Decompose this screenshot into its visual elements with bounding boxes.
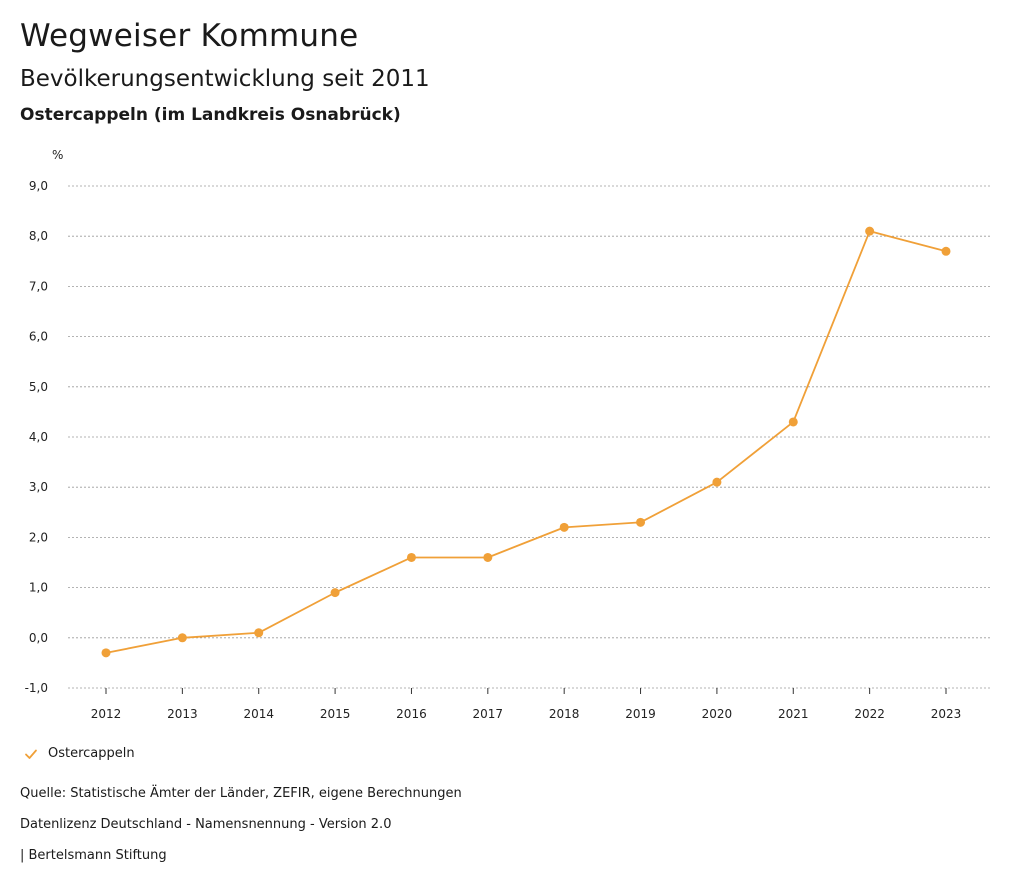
- data-point: [941, 246, 951, 256]
- data-point: [636, 517, 646, 527]
- x-tick-label: 2019: [625, 707, 656, 720]
- x-tick-label: 2012: [91, 707, 122, 720]
- y-tick-label: 0,0: [29, 631, 48, 645]
- data-point: [712, 477, 722, 487]
- y-tick-label: 3,0: [29, 480, 48, 494]
- data-point: [254, 628, 264, 638]
- publisher-note: | Bertelsmann Stiftung: [20, 848, 167, 863]
- data-point: [330, 588, 340, 598]
- page-title: Wegweiser Kommune: [20, 18, 359, 54]
- data-point: [177, 633, 187, 643]
- x-tick-label: 2020: [702, 707, 733, 720]
- source-note: Quelle: Statistische Ämter der Länder, Z…: [20, 786, 462, 801]
- y-tick-label: 4,0: [29, 430, 48, 444]
- y-tick-label: 1,0: [29, 581, 48, 595]
- data-point: [101, 648, 111, 658]
- license-note: Datenlizenz Deutschland - Namensnennung …: [20, 817, 392, 832]
- y-tick-label: -1,0: [25, 681, 48, 695]
- x-tick-label: 2017: [473, 707, 504, 720]
- legend-label: Ostercappeln: [48, 746, 135, 761]
- legend[interactable]: Ostercappeln: [24, 746, 135, 761]
- data-point: [788, 417, 798, 427]
- region-label: Ostercappeln (im Landkreis Osnabrück): [20, 105, 401, 125]
- y-tick-label: 6,0: [29, 330, 48, 344]
- x-tick-label: 2021: [778, 707, 809, 720]
- data-point: [865, 226, 875, 236]
- y-tick-label: 9,0: [29, 179, 48, 193]
- x-tick-label: 2016: [396, 707, 427, 720]
- data-point: [559, 522, 569, 532]
- x-tick-label: 2022: [854, 707, 885, 720]
- x-tick-label: 2014: [243, 707, 274, 720]
- x-tick-label: 2015: [320, 707, 351, 720]
- x-tick-label: 2018: [549, 707, 580, 720]
- y-tick-label: 2,0: [29, 530, 48, 544]
- line-chart: % -1,0 0,0 1,0 2,0 3,0 4,0 5,0 6,0 7,0 8,0 9,0 2012 2…: [25, 148, 990, 720]
- x-tick-label: 2013: [167, 707, 198, 720]
- y-axis-unit: %: [52, 148, 63, 162]
- x-tick-label: 2023: [931, 707, 962, 720]
- y-tick-label: 8,0: [29, 229, 48, 243]
- series-line: [105, 230, 947, 654]
- data-point: [483, 552, 493, 562]
- legend-check-icon: [25, 749, 37, 759]
- chart-subtitle: Bevölkerungsentwicklung seit 2011: [20, 66, 430, 92]
- y-tick-label: 5,0: [29, 380, 48, 394]
- data-point: [406, 552, 416, 562]
- y-tick-label: 7,0: [29, 279, 48, 293]
